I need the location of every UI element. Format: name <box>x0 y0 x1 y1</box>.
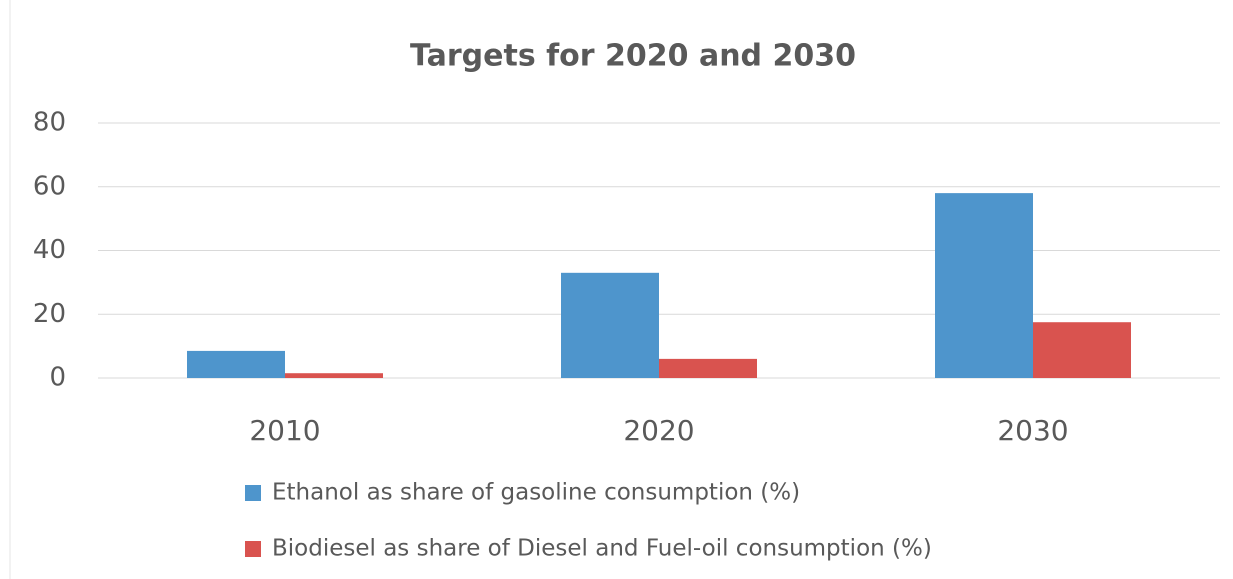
legend-label: Biodiesel as share of Diesel and Fuel-oi… <box>272 536 932 562</box>
bar <box>1033 322 1131 378</box>
bar <box>659 358 757 378</box>
chart-title: Targets for 2020 and 2030 <box>410 39 856 74</box>
x-tick-label: 2010 <box>249 414 320 447</box>
x-tick-label: 2030 <box>997 414 1068 447</box>
legend-swatch <box>245 541 261 557</box>
y-tick-label: 20 <box>33 299 66 329</box>
bar <box>285 373 383 378</box>
y-tick-label: 80 <box>33 108 66 138</box>
x-tick-label: 2020 <box>623 414 694 447</box>
bar <box>935 193 1033 378</box>
y-tick-label: 40 <box>33 235 66 265</box>
legend-swatch <box>245 485 261 501</box>
bar <box>561 272 659 378</box>
bar <box>187 350 285 378</box>
legend-label: Ethanol as share of gasoline consumption… <box>272 480 800 506</box>
y-tick-label: 60 <box>33 171 66 201</box>
y-tick-label: 0 <box>49 363 66 393</box>
